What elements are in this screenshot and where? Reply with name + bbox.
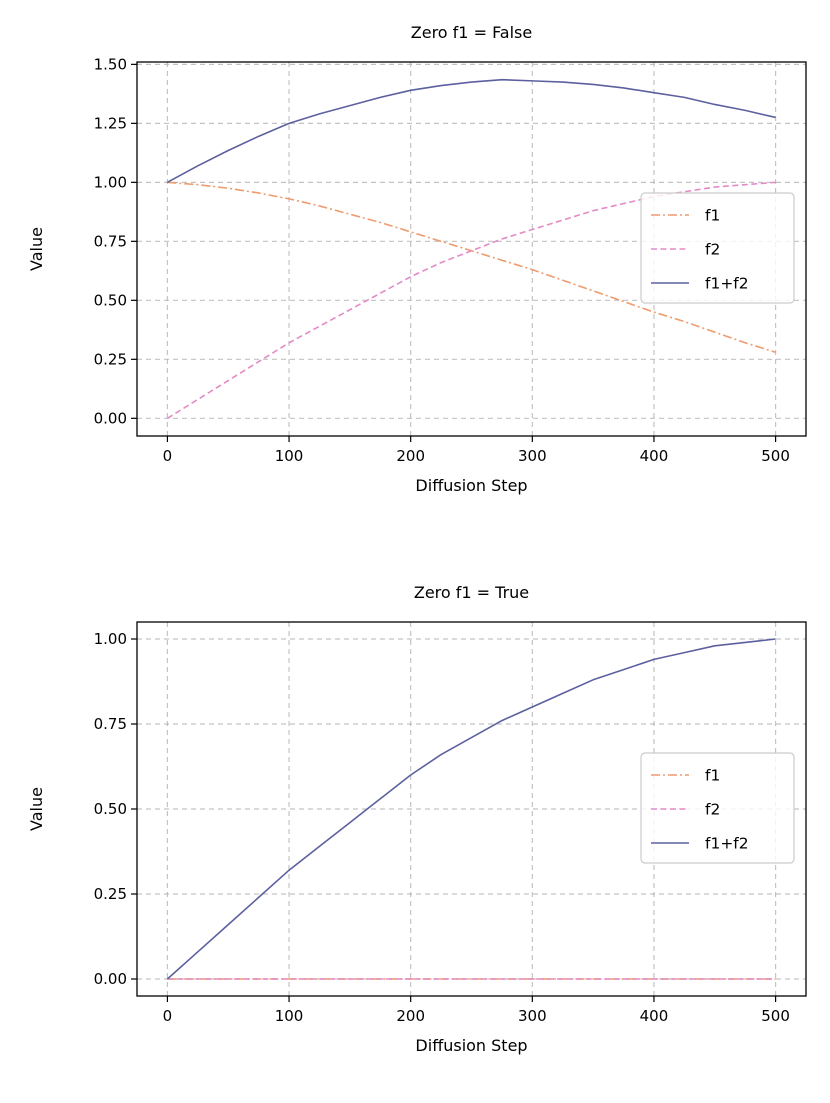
y-tick-label: 0.00	[94, 970, 127, 988]
x-tick-label: 200	[396, 447, 425, 465]
legend: f1 f2 f1+f2	[640, 752, 795, 864]
y-tick-label: 0.25	[94, 350, 127, 368]
legend-label: f1+f2	[705, 835, 749, 853]
x-tick-label: 0	[163, 1007, 173, 1025]
legend-label: f1	[705, 207, 720, 225]
y-axis-label: Value	[27, 227, 46, 271]
x-tick-label: 500	[761, 1007, 790, 1025]
x-tick-label: 400	[640, 1007, 669, 1025]
plot-frame	[136, 61, 807, 437]
y-tick-label: 0.50	[94, 291, 127, 309]
x-tick-label: 400	[640, 447, 669, 465]
x-tick-label: 100	[275, 447, 304, 465]
legend-label: f2	[705, 241, 720, 259]
legend-frame	[640, 752, 795, 864]
chart-title: Zero f1 = True	[414, 583, 529, 602]
chart-panel-2: 0 100 200 300 400 500 0.00 0.25 0.50 0.75 1.00 Zero…	[27, 583, 807, 1055]
x-tick-label: 0	[163, 447, 173, 465]
x-axis-label: Diffusion Step	[415, 1036, 527, 1055]
x-tick-label: 300	[518, 1007, 547, 1025]
y-tick-label: 0.75	[94, 715, 127, 733]
chart-panel-1: 0 100 200 300 400 500 0.00 0.25 0.50 0.75 1.00 1.25…	[27, 23, 807, 495]
legend-label: f2	[705, 801, 720, 819]
y-tick-label: 1.00	[94, 173, 127, 191]
legend-label: f1+f2	[705, 275, 749, 293]
x-tick-label: 100	[275, 1007, 304, 1025]
y-axis-label: Value	[27, 787, 46, 831]
series-line-f2	[166, 181, 776, 419]
legend: f1 f2 f1+f2	[640, 192, 795, 304]
chart-title: Zero f1 = False	[411, 23, 532, 42]
y-tick-label: 1.00	[94, 630, 127, 648]
y-tick-label: 0.75	[94, 232, 127, 250]
series-line-f1-plus-f2	[166, 638, 776, 980]
y-tick-label: 0.50	[94, 800, 127, 818]
x-tick-label: 300	[518, 447, 547, 465]
series-line-f1-plus-f2	[167, 78, 776, 184]
legend-frame	[640, 192, 795, 304]
legend-label: f1	[705, 767, 720, 785]
y-tick-label: 0.00	[94, 409, 127, 427]
y-tick-label: 1.25	[94, 114, 127, 132]
x-tick-label: 200	[396, 1007, 425, 1025]
x-tick-label: 500	[761, 447, 790, 465]
y-tick-label: 0.25	[94, 885, 127, 903]
x-axis-label: Diffusion Step	[415, 476, 527, 495]
y-tick-label: 1.50	[94, 55, 127, 73]
